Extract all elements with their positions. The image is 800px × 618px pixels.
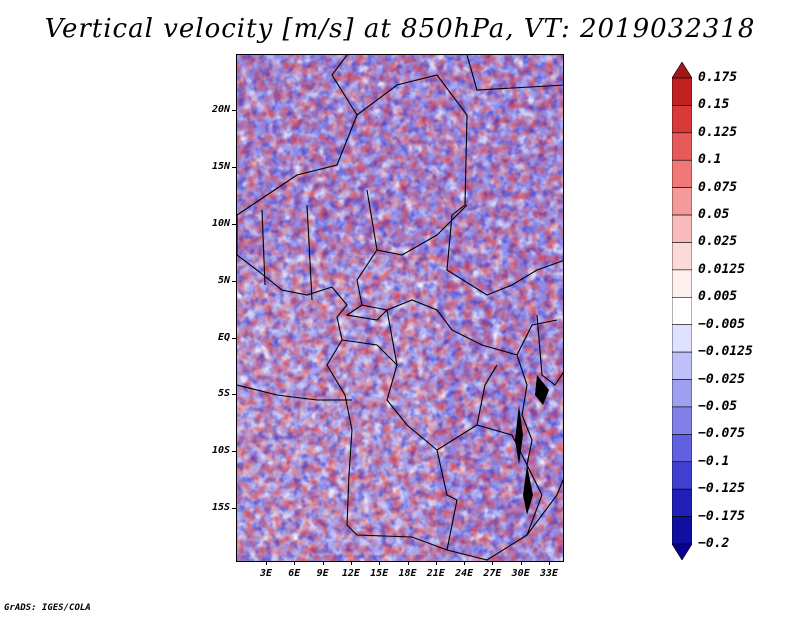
lat-label: 15S	[211, 502, 230, 513]
colorbar-label: 0.05	[698, 207, 730, 223]
colorbar-swatch	[672, 159, 692, 188]
colorbar	[672, 62, 692, 560]
lon-tick	[407, 561, 409, 565]
lat-tick	[232, 338, 237, 339]
colorbar-swatch	[672, 132, 692, 161]
colorbar-label: −0.05	[698, 398, 738, 414]
lon-label: 3E	[259, 568, 273, 579]
lat-label: 10S	[211, 445, 230, 456]
lon-label: 27E	[483, 568, 502, 579]
lon-label: 24E	[455, 568, 474, 579]
blue-noise-layer	[237, 55, 563, 561]
lat-tick	[232, 167, 237, 168]
lat-label: 20N	[211, 104, 230, 115]
lon-label: 12E	[341, 568, 360, 579]
lakes	[515, 375, 549, 515]
colorbar-swatch	[672, 516, 692, 545]
colorbar-swatch	[672, 242, 692, 271]
lat-tick	[232, 224, 237, 225]
lon-tick	[464, 561, 466, 565]
lon-tick	[266, 561, 267, 565]
country-borders	[237, 55, 563, 561]
lat-tick	[232, 451, 237, 452]
lon-label: 18E	[398, 568, 417, 579]
colorbar-label: 0.175	[698, 70, 738, 85]
colorbar-label: −0.175	[698, 508, 745, 524]
colorbar-swatch	[672, 214, 692, 243]
map-panel	[236, 54, 564, 562]
colorbar-label: 0.005	[698, 289, 738, 305]
colorbar-label: −0.005	[698, 316, 745, 332]
colorbar-label: 0.1	[698, 152, 722, 168]
colorbar-swatch	[672, 62, 692, 79]
lon-tick	[549, 561, 550, 565]
colorbar-swatch	[672, 324, 692, 353]
lon-label: 33E	[539, 568, 559, 579]
colorbar-label: −0.2	[698, 536, 730, 551]
colorbar-label: −0.075	[698, 426, 745, 442]
lon-label: 15E	[370, 568, 389, 579]
grads-credit: GrADS: IGES/COLA	[4, 603, 91, 613]
lon-tick	[294, 561, 296, 565]
lat-label: 10N	[211, 218, 230, 229]
lon-label: 21E	[426, 568, 445, 579]
colorbar-swatch	[672, 269, 692, 298]
colorbar-swatch	[672, 488, 692, 517]
colorbar-swatch	[672, 434, 692, 463]
lon-label: 9E	[316, 568, 329, 579]
colorbar-swatch	[672, 461, 692, 490]
lat-tick	[232, 394, 237, 395]
lat-label: 5S	[217, 388, 230, 399]
lon-tick	[350, 561, 352, 565]
colorbar-label: −0.0125	[698, 344, 753, 360]
lon-label: 6E	[288, 568, 301, 579]
chart-title: Vertical velocity [m/s] at 850hPa, VT: 2…	[44, 14, 756, 44]
colorbar-label: 0.15	[698, 97, 730, 113]
lat-label: 15N	[211, 161, 230, 172]
colorbar-label: −0.025	[698, 371, 745, 387]
colorbar-swatch	[672, 379, 692, 408]
colorbar-swatch	[672, 187, 692, 216]
colorbar-label: 0.075	[698, 179, 738, 195]
lat-label: 5N	[217, 275, 230, 286]
colorbar-swatch	[672, 105, 692, 134]
lon-label: 30E	[511, 568, 530, 579]
colorbar-swatch	[672, 543, 692, 560]
colorbar-label: 0.0125	[698, 261, 745, 277]
colorbar-label: 0.125	[698, 124, 738, 140]
lon-tick	[322, 561, 324, 565]
lon-tick	[379, 561, 381, 565]
colorbar-swatch	[672, 406, 692, 435]
lat-tick	[232, 110, 237, 111]
lat-tick	[232, 508, 237, 509]
velocity-map	[237, 55, 563, 561]
colorbar-label: 0.025	[698, 234, 738, 250]
colorbar-label: −0.125	[698, 481, 745, 497]
lon-tick	[492, 561, 494, 565]
lon-tick	[520, 561, 522, 565]
colorbar-swatch	[672, 296, 692, 326]
colorbar-label: −0.1	[698, 453, 730, 469]
lat-tick	[232, 281, 237, 282]
colorbar-swatch	[672, 351, 692, 380]
lon-tick	[435, 561, 437, 565]
colorbar-swatch	[672, 77, 692, 106]
lat-label: EQ	[217, 332, 230, 343]
